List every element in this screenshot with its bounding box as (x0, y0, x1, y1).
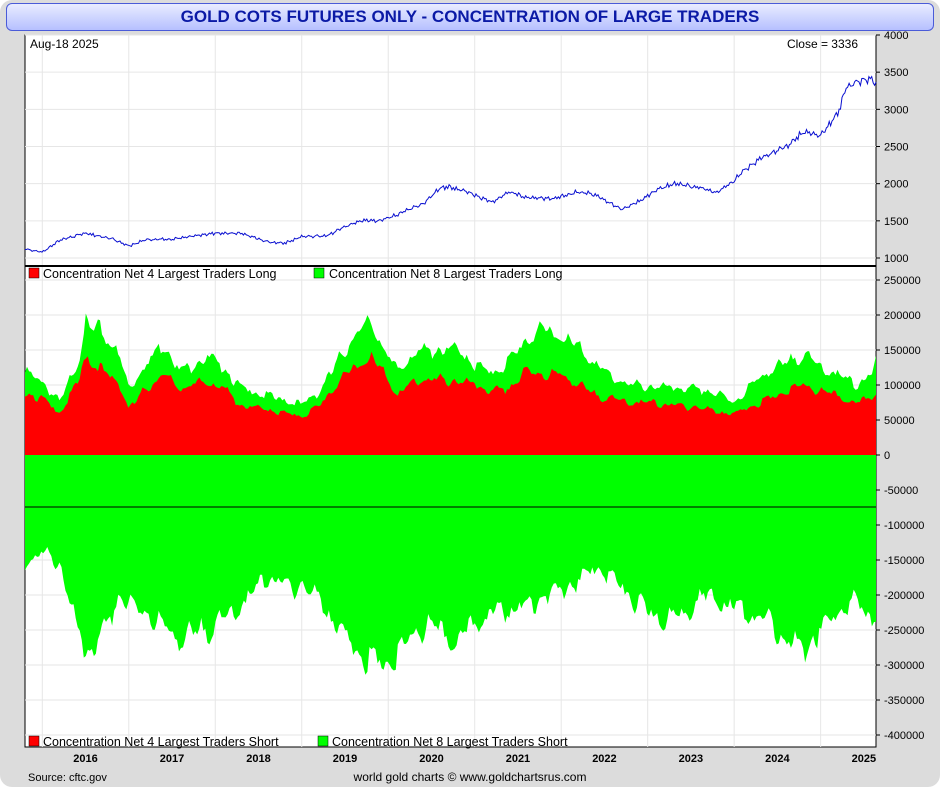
cot-tick-150000: 150000 (884, 345, 921, 357)
x-tick-2023: 2023 (679, 753, 703, 765)
price-tick-2500: 2500 (884, 142, 908, 154)
cot-tick--150000: -150000 (884, 555, 924, 567)
x-ticks: 2016 2017 2018 2019 2020 2021 2022 2023 2024 2025 (73, 753, 876, 765)
x-tick-2017: 2017 (160, 753, 184, 765)
x-tick-2018: 2018 (246, 753, 270, 765)
x-tick-2019: 2019 (333, 753, 357, 765)
credit-label: world gold charts © www.goldchartsrus.co… (353, 770, 587, 784)
price-tick-4000: 4000 (884, 30, 908, 42)
price-tick-1000: 1000 (884, 253, 908, 265)
x-tick-2024: 2024 (765, 753, 790, 765)
cot-tick--300000: -300000 (884, 660, 924, 672)
x-tick-2016: 2016 (73, 753, 97, 765)
cot-tick--100000: -100000 (884, 520, 924, 532)
legend-swatch-red-short (28, 735, 40, 747)
legend-label-8-short: Concentration Net 8 Largest Traders Shor… (332, 735, 568, 749)
price-panel (24, 34, 877, 267)
legend-swatch-green-short (317, 735, 329, 747)
x-tick-2022: 2022 (592, 753, 616, 765)
cot-tick--200000: -200000 (884, 590, 924, 602)
chart-title: GOLD COTS FUTURES ONLY - CONCENTRATION O… (6, 3, 934, 31)
x-tick-2025: 2025 (852, 753, 876, 765)
cot-tick--250000: -250000 (884, 625, 924, 637)
cot-y-ticks: -400000 -350000 -300000 -250000 -200000 -1500… (876, 275, 924, 742)
source-label: Source: cftc.gov (28, 772, 107, 784)
price-tick-1500: 1500 (884, 216, 908, 228)
legend-label-4-short: Concentration Net 4 Largest Traders Shor… (43, 735, 279, 749)
x-tick-2021: 2021 (506, 753, 530, 765)
cot-tick-250000: 250000 (884, 275, 921, 287)
cot-areas (25, 313, 876, 675)
cot-tick-0: 0 (884, 450, 890, 462)
price-grid (25, 34, 876, 266)
area-concentration-net-8-largest-traders-short (25, 455, 876, 675)
close-label: Close = 3336 (787, 37, 858, 51)
price-tick-2000: 2000 (884, 179, 908, 191)
cot-tick-50000: 50000 (884, 415, 915, 427)
cot-tick--350000: -350000 (884, 695, 924, 707)
cot-tick-200000: 200000 (884, 310, 921, 322)
cot-tick--50000: -50000 (884, 485, 918, 497)
gold-price-line (25, 75, 877, 253)
legend-swatch-red-long (28, 267, 40, 279)
price-line-group (25, 75, 877, 253)
area-concentration-net-4-largest-traders-long (25, 351, 876, 455)
legend-swatch-green-long (313, 267, 325, 279)
cot-tick--400000: -400000 (884, 730, 924, 742)
date-label: Aug-18 2025 (30, 37, 99, 51)
price-tick-3500: 3500 (884, 67, 908, 79)
cot-tick-100000: 100000 (884, 380, 921, 392)
x-tick-2020: 2020 (419, 753, 443, 765)
legend-label-8-long: Concentration Net 8 Largest Traders Long (329, 267, 563, 281)
price-tick-3000: 3000 (884, 104, 908, 116)
price-y-ticks: 1000 1500 2000 2500 3000 3500 4000 (876, 30, 908, 265)
legend-label-4-long: Concentration Net 4 Largest Traders Long (43, 267, 277, 281)
